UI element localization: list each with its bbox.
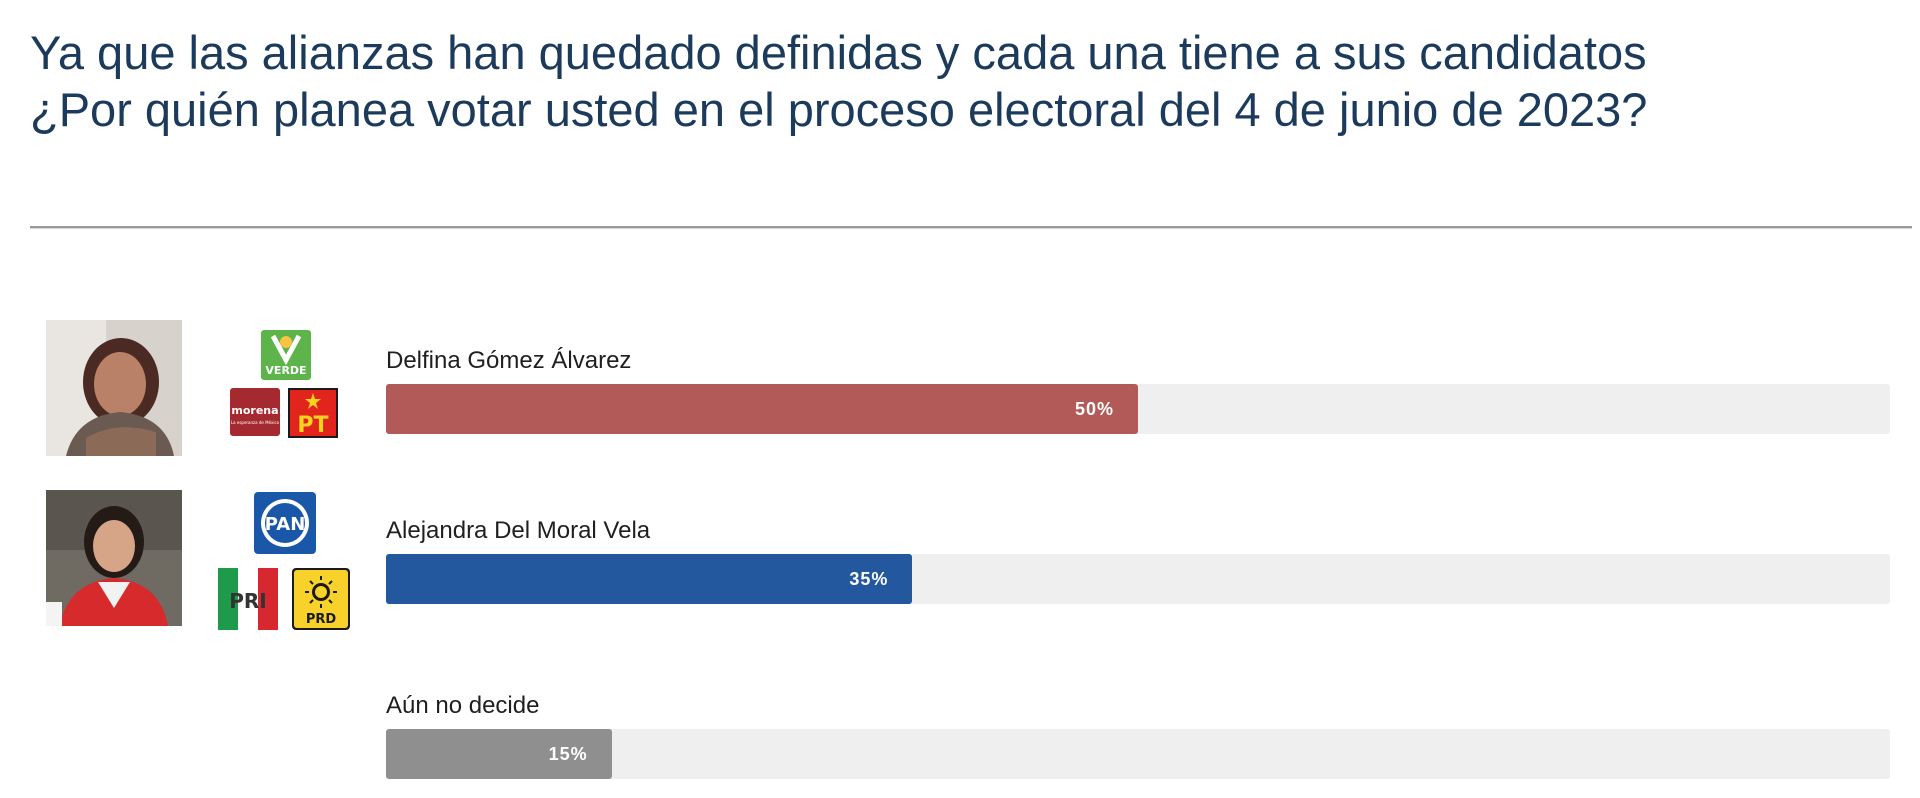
title-divider <box>30 226 1912 229</box>
coalition-logos-2: PAN PRI PRD <box>218 490 350 630</box>
morena-logo-tagline: La esperanza de México <box>231 420 280 425</box>
verde-logo-text: VERDE <box>265 364 306 377</box>
bar-fill: 15% <box>386 729 612 779</box>
coalition-logos-1: VERDE morena La esperanza de México PT <box>228 320 358 456</box>
pt-logo: PT <box>288 388 338 438</box>
bar-value-label: 35% <box>849 569 889 589</box>
bar-value-label: 15% <box>548 744 588 764</box>
bar-track: 15% <box>386 729 1890 779</box>
prd-logo: PRD <box>292 568 350 630</box>
bar-fill: 35% <box>386 554 913 604</box>
bar-value-label: 50% <box>1074 399 1114 419</box>
candidate-photo-delfina <box>46 320 182 456</box>
verde-logo: VERDE <box>261 330 311 380</box>
title-line-1: Ya que las alianzas han quedado definida… <box>30 26 1647 79</box>
bar-track: 35% <box>386 554 1890 604</box>
pan-logo-text: PAN <box>265 514 306 535</box>
pt-logo-text: PT <box>297 413 328 438</box>
morena-logo: morena La esperanza de México <box>230 388 280 436</box>
page-title: Ya que las alianzas han quedado definida… <box>30 24 1910 139</box>
title-line-2: ¿Por quién planea votar usted en el proc… <box>30 83 1648 137</box>
bar-label: Aún no decide <box>386 692 540 719</box>
pri-logo-text: PRI <box>229 589 267 613</box>
bar-fill: 50% <box>386 384 1138 434</box>
pan-logo: PAN <box>254 492 316 554</box>
prd-logo-text: PRD <box>306 612 337 627</box>
bar-track: 50% <box>386 384 1890 434</box>
morena-logo-text: morena <box>231 404 278 417</box>
candidate-photo-alejandra <box>46 490 182 626</box>
bar-label: Alejandra Del Moral Vela <box>386 517 651 544</box>
pri-logo: PRI <box>218 568 278 630</box>
bar-label: Delfina Gómez Álvarez <box>386 347 632 374</box>
